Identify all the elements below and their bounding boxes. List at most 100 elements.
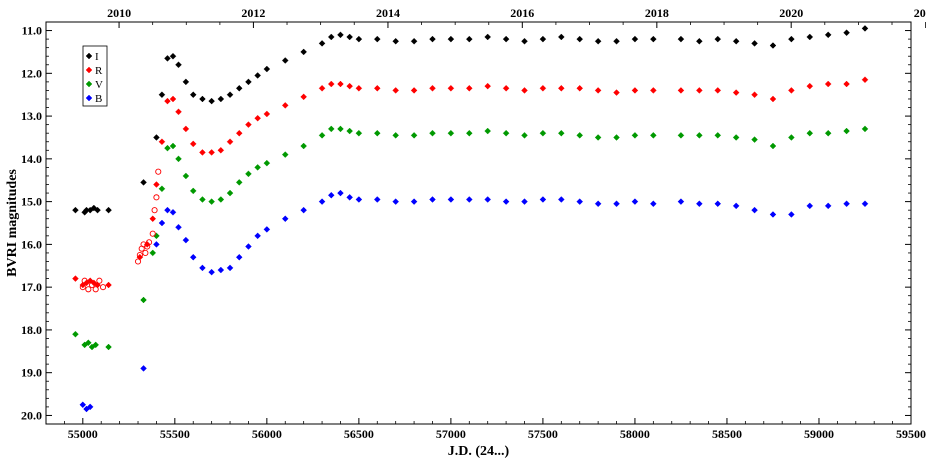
- data-point: [226, 91, 234, 98]
- series-B: [79, 189, 869, 413]
- data-point: [696, 37, 703, 45]
- data-point: [447, 196, 455, 203]
- data-point: [79, 284, 86, 291]
- data-point: [824, 31, 832, 39]
- y-tick-label: 13.0: [21, 109, 42, 123]
- data-point: [235, 253, 243, 261]
- data-point: [337, 31, 344, 39]
- bottom-axis: 55000 55500 56000 56500 57000 57500 58000 58500…: [45, 418, 926, 441]
- data-point: [732, 134, 740, 141]
- legend-marker: [85, 80, 93, 88]
- data-point: [100, 284, 107, 291]
- data-point: [714, 200, 722, 208]
- data-point: [189, 91, 197, 98]
- data-point: [824, 129, 832, 137]
- data-point: [346, 82, 353, 90]
- data-point: [558, 85, 565, 92]
- data-point: [217, 147, 225, 154]
- data-point: [169, 142, 177, 150]
- data-point: [576, 85, 584, 92]
- data-point: [155, 168, 162, 175]
- data-point: [769, 211, 777, 218]
- x-tick-label: 58000: [620, 427, 650, 441]
- data-point: [300, 206, 307, 214]
- y-axis-title: BVRI magnitudes: [5, 169, 20, 277]
- data-point: [88, 281, 96, 289]
- data-point: [576, 132, 584, 139]
- data-point: [392, 198, 399, 205]
- data-point: [732, 202, 740, 210]
- data-point: [769, 42, 777, 49]
- data-point: [843, 80, 850, 88]
- data-point: [90, 204, 98, 212]
- legend-marker: [85, 94, 93, 102]
- data-point: [484, 196, 491, 203]
- data-point: [806, 202, 814, 210]
- data-point: [594, 87, 602, 94]
- data-point: [158, 185, 166, 193]
- data-point: [281, 102, 289, 109]
- data-point: [466, 35, 473, 43]
- data-point: [263, 226, 271, 233]
- data-point: [410, 87, 418, 94]
- x-tick-label: 57000: [436, 427, 466, 441]
- data-point: [677, 87, 685, 94]
- x-tick-label: 56000: [252, 427, 282, 441]
- data-point: [281, 151, 289, 158]
- data-point: [175, 108, 182, 116]
- data-point: [806, 82, 814, 90]
- data-point: [182, 236, 190, 244]
- top-axis: 2010 2012 2014 2016 2018 2020 2022: [107, 6, 926, 28]
- data-point: [164, 55, 171, 62]
- data-point: [235, 129, 243, 137]
- legend-label: B: [95, 93, 102, 105]
- data-point: [861, 25, 869, 32]
- data-point: [318, 40, 326, 47]
- x-tick-label: 59500: [896, 427, 926, 441]
- data-point: [392, 132, 399, 139]
- data-point: [254, 114, 261, 122]
- data-point: [146, 239, 153, 246]
- data-point: [105, 281, 112, 289]
- data-point: [263, 110, 271, 118]
- data-point: [300, 142, 307, 150]
- y-tick-label: 19.0: [21, 366, 42, 380]
- data-point: [373, 85, 381, 92]
- data-point: [714, 35, 722, 43]
- data-point: [521, 198, 528, 205]
- y-tick-label: 18.0: [21, 323, 42, 337]
- data-point: [245, 170, 252, 178]
- data-point: [226, 264, 234, 272]
- data-point: [153, 134, 160, 141]
- x-tick-label: 58500: [712, 427, 742, 441]
- data-point: [254, 232, 261, 240]
- series-I: [72, 25, 869, 216]
- data-point: [732, 89, 740, 96]
- data-point: [355, 85, 363, 92]
- year-tick-label: 2014: [376, 6, 400, 20]
- data-point: [631, 132, 639, 139]
- data-point: [149, 215, 157, 223]
- data-point: [650, 200, 657, 208]
- data-point: [72, 206, 79, 214]
- data-point: [410, 37, 418, 45]
- data-point: [153, 241, 160, 248]
- data-point: [318, 198, 326, 205]
- data-point: [484, 82, 491, 90]
- data-point: [539, 35, 547, 43]
- data-point: [318, 132, 326, 139]
- data-point: [346, 127, 353, 135]
- data-point: [677, 132, 685, 139]
- data-point: [175, 61, 182, 69]
- data-point: [484, 33, 491, 41]
- data-point: [576, 35, 584, 43]
- data-point: [182, 172, 190, 180]
- data-point: [164, 206, 171, 214]
- data-point: [105, 343, 112, 351]
- data-point: [732, 37, 740, 45]
- data-point: [199, 196, 206, 203]
- legend-label: R: [95, 65, 103, 77]
- data-point: [158, 91, 166, 98]
- data-point: [788, 35, 795, 43]
- data-point: [300, 48, 307, 56]
